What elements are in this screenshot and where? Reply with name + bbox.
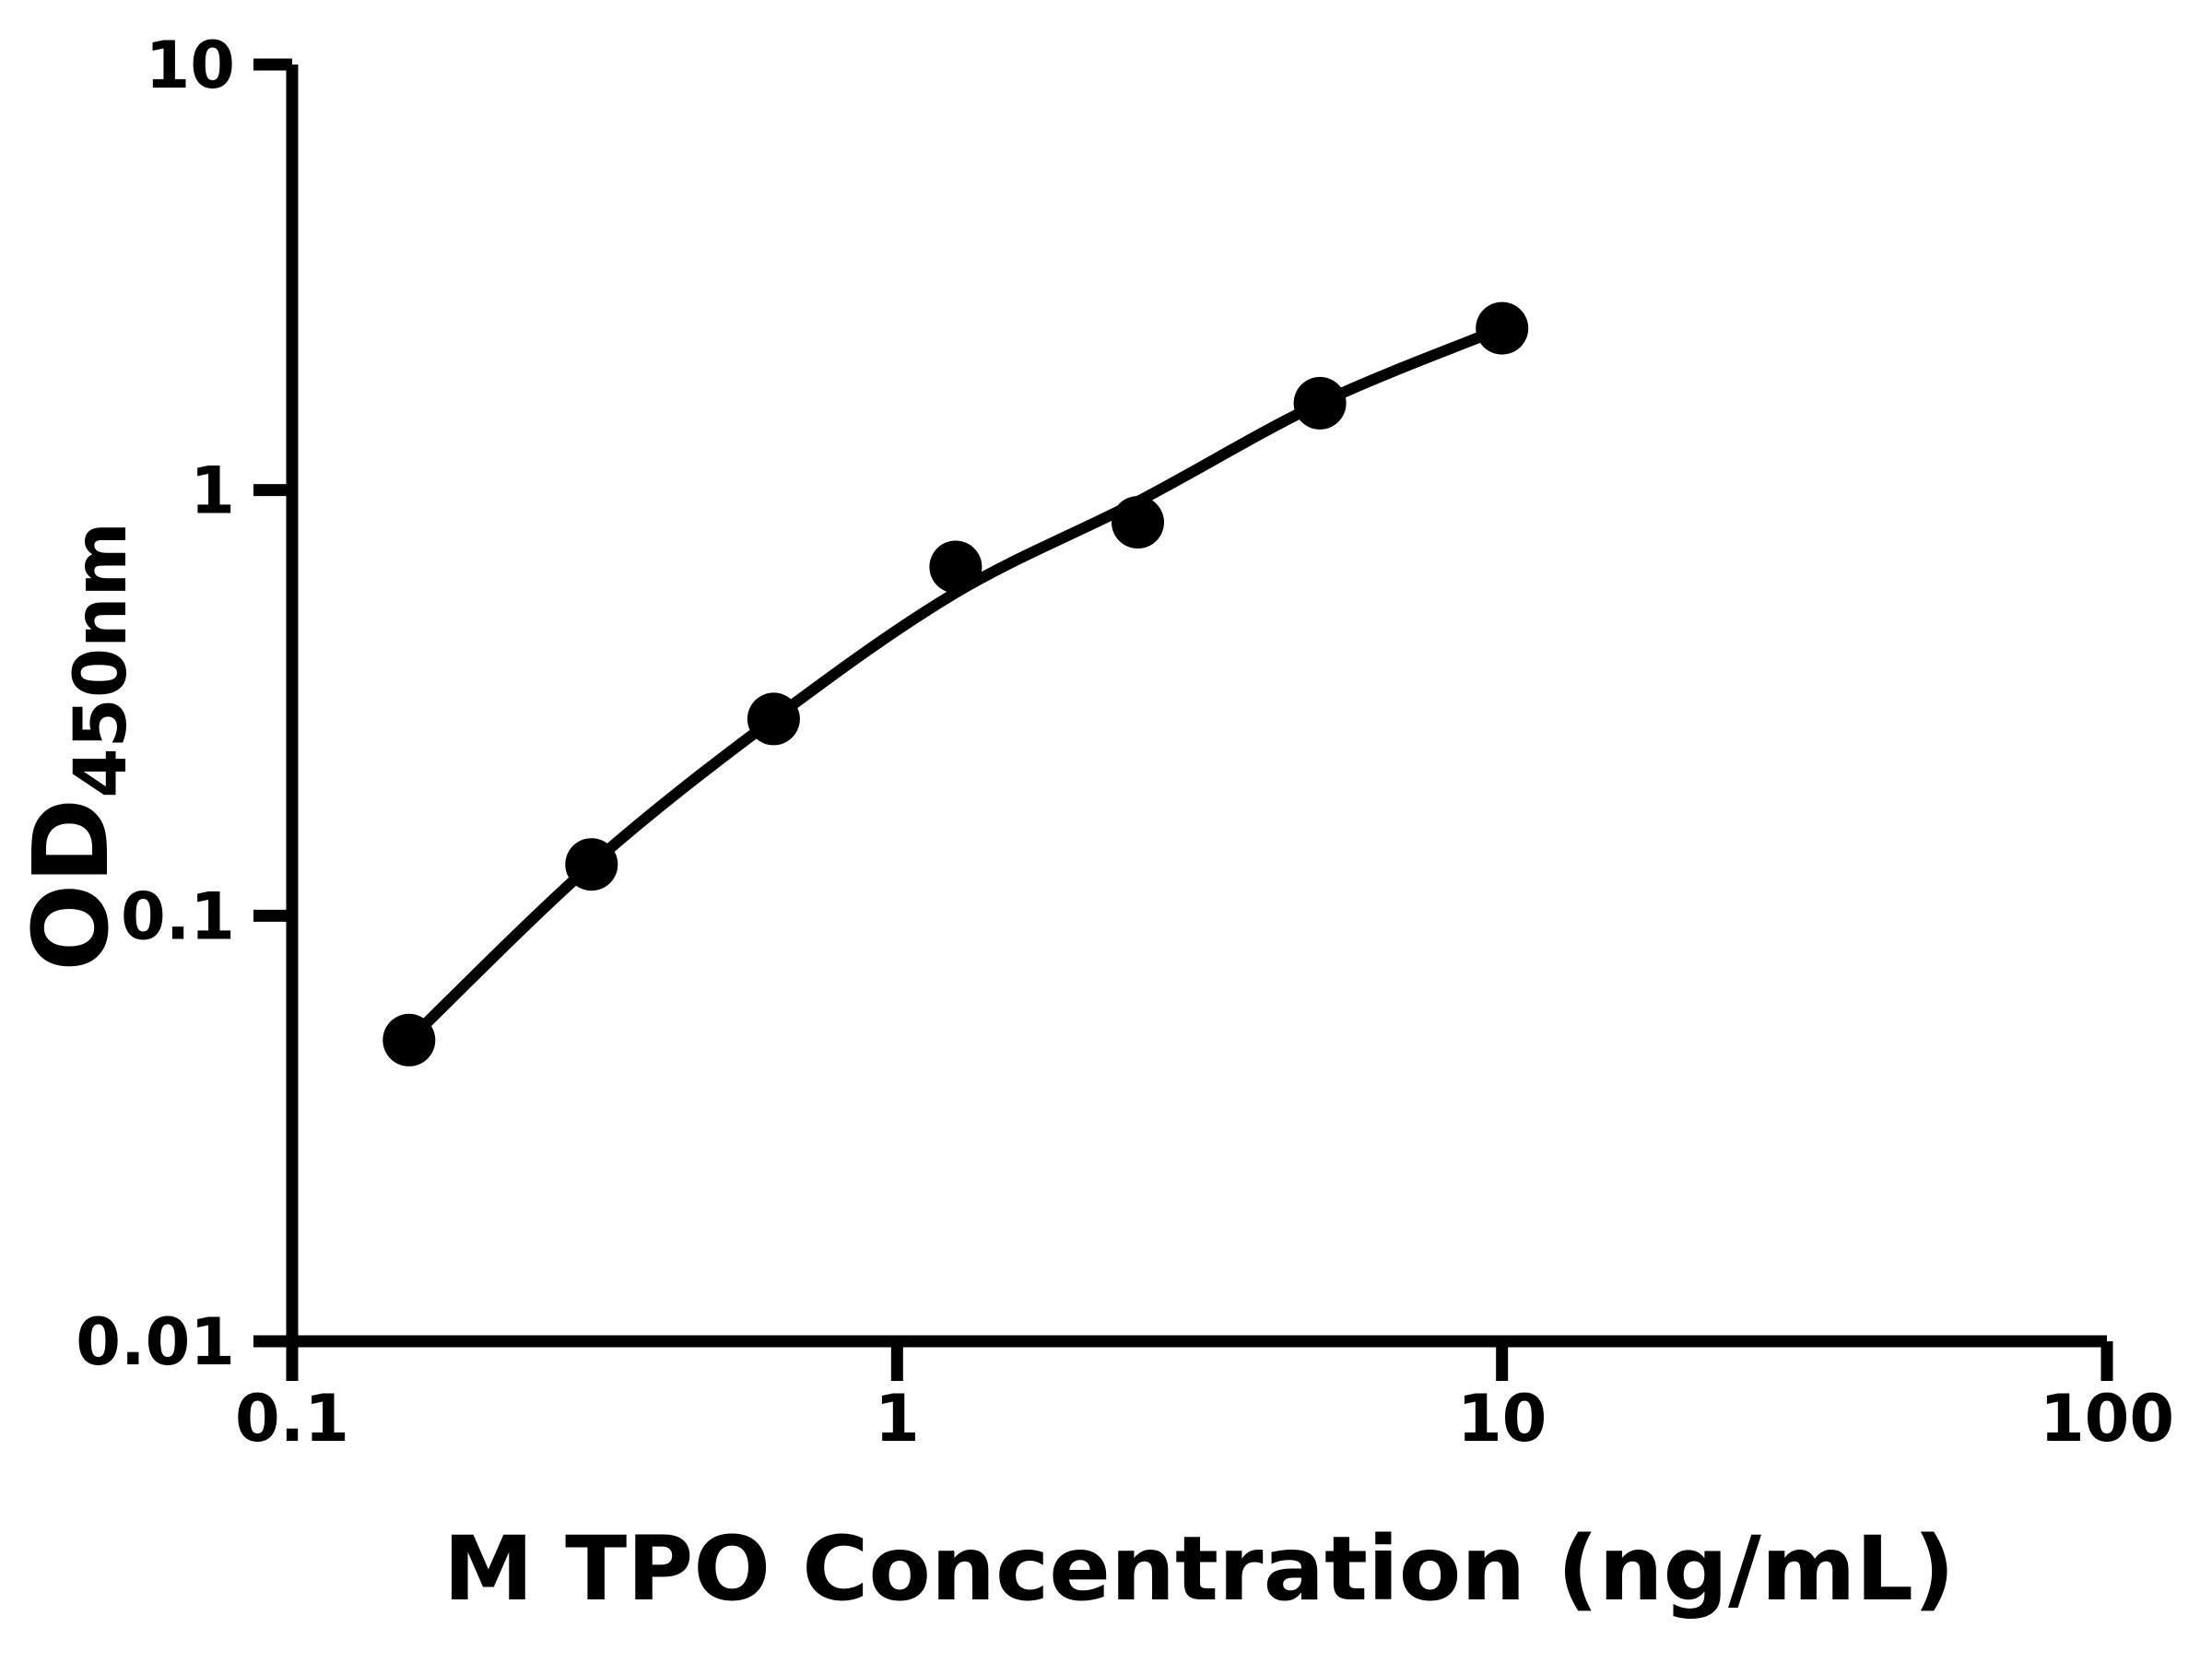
y-tick-label: 0.01 bbox=[76, 1304, 235, 1380]
data-point bbox=[1293, 376, 1347, 430]
y-tick-label: 10 bbox=[146, 28, 235, 103]
data-point bbox=[1112, 496, 1164, 549]
data-point bbox=[747, 692, 800, 746]
fit-curve bbox=[403, 323, 1508, 1046]
x-tick-label: 10 bbox=[1457, 1381, 1547, 1457]
x-axis-title: M TPO Concentration (ng/mL) bbox=[443, 1517, 1955, 1621]
data-point bbox=[565, 838, 618, 891]
y-axis-title-subscript: 450nm bbox=[60, 522, 143, 798]
x-tick-label: 1 bbox=[875, 1381, 920, 1457]
data-point bbox=[929, 540, 982, 594]
y-tick-label: 1 bbox=[190, 454, 235, 529]
y-axis-title: OD450nm bbox=[12, 522, 143, 972]
y-axis-title-main: OD bbox=[12, 798, 132, 972]
y-tick-label: 0.1 bbox=[121, 879, 235, 954]
data-point bbox=[382, 1013, 436, 1067]
x-tick-label: 100 bbox=[2040, 1381, 2174, 1457]
x-tick-label: 0.1 bbox=[235, 1381, 349, 1457]
data-point bbox=[1476, 301, 1529, 355]
